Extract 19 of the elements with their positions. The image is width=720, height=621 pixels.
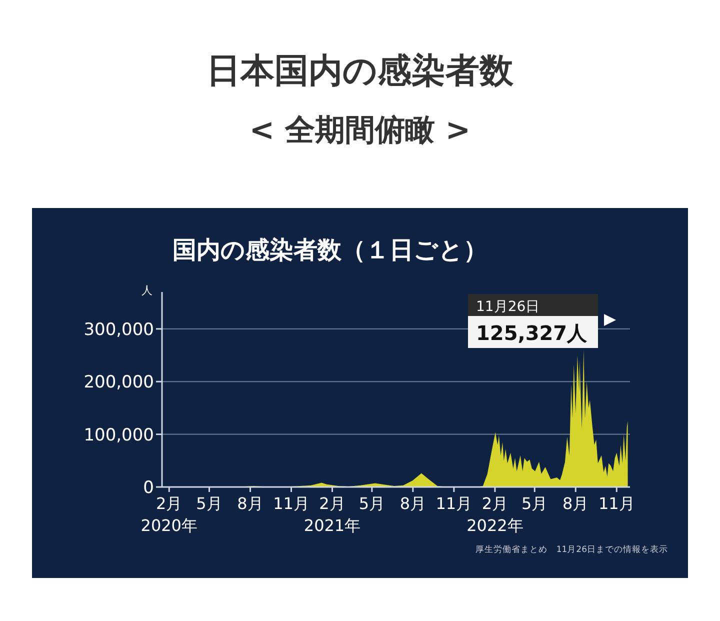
x-tick-label: 11月 (598, 494, 635, 513)
y-axis-title: 人 (142, 284, 152, 297)
x-tick-label: 5月 (522, 494, 548, 513)
x-tick-label: 11月 (273, 494, 310, 513)
x-tick-label: 5月 (196, 494, 222, 513)
chart-title: 日本国内の感染者数 (206, 51, 514, 91)
y-tick-label: 100,000 (84, 425, 154, 446)
text: 国内の感染者数（１日ごと） (172, 236, 488, 264)
x-tick-label: 11月 (436, 494, 472, 513)
x-tick-label: 8月 (400, 494, 426, 513)
text: 厚生労働省まとめ 11月26日までの情報を表示 (475, 544, 668, 555)
annotation: 11月26日 (476, 299, 540, 315)
x-tick-label: 5月 (358, 494, 386, 513)
y-tick-label: 300,000 (84, 320, 154, 340)
x-tick-label: 8月 (562, 494, 589, 513)
y-tick-label: 200,000 (84, 372, 154, 393)
chart-subtitle: < 全期間俯瞰 > (249, 113, 471, 148)
annotation: 125,327人 (476, 321, 588, 345)
x-tick-label: 8月 (237, 494, 264, 513)
